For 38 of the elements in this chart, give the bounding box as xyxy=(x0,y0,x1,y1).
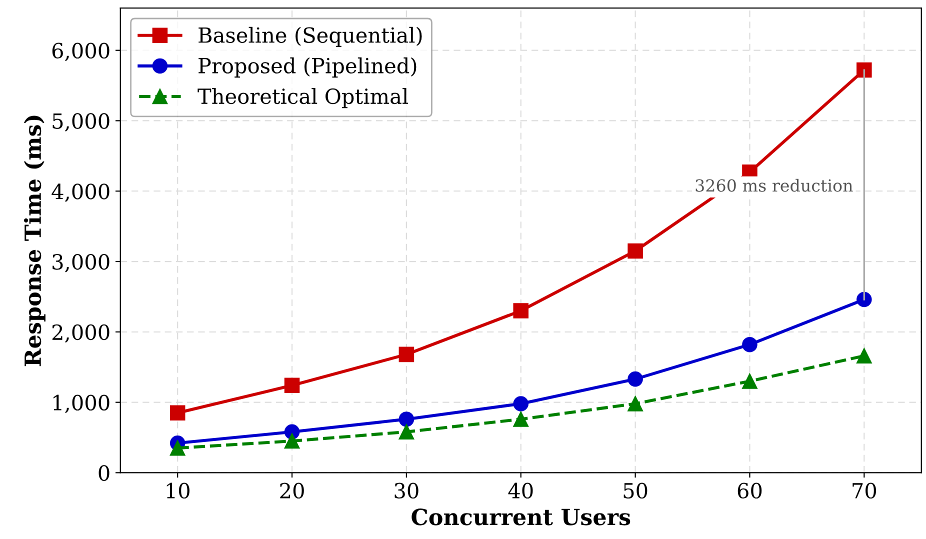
point xyxy=(284,433,300,449)
point xyxy=(628,396,643,412)
y-tick-label: 3,000 xyxy=(52,254,110,272)
point xyxy=(856,62,872,78)
point xyxy=(284,378,300,394)
y-tick-label: 2,000 xyxy=(52,324,110,343)
point xyxy=(398,424,414,440)
point xyxy=(742,336,758,352)
y-tick-label: 1,000 xyxy=(54,394,110,414)
legend-label: Proposed (Pipelined) xyxy=(198,57,416,78)
y-tick-label: 5,000 xyxy=(52,113,110,132)
point xyxy=(513,396,529,412)
point xyxy=(170,405,186,421)
point xyxy=(398,346,414,362)
x-tick-label: 60 xyxy=(738,482,762,499)
x-tick-label: 40 xyxy=(508,482,533,499)
x-tick-label: 50 xyxy=(624,482,648,499)
y-axis-title: Response Time (ms) xyxy=(24,116,46,366)
point xyxy=(170,440,186,456)
point xyxy=(628,243,643,259)
point xyxy=(628,371,643,387)
legend-label: Baseline (Sequential) xyxy=(198,26,422,47)
point xyxy=(742,374,758,389)
annotation: 3260 ms reduction xyxy=(696,178,853,192)
x-tick-label: 10 xyxy=(166,482,190,499)
x-tick-label: 70 xyxy=(852,482,876,499)
y-tick-label: 6,000 xyxy=(52,42,110,62)
y-tick-label: 0 xyxy=(98,465,110,481)
legend-label: Theoretical Optimal xyxy=(198,88,408,108)
point xyxy=(513,303,529,318)
x-tick-label: 20 xyxy=(280,482,304,499)
y-tick-label: 4,000 xyxy=(52,184,110,202)
x-axis-title: Concurrent Users xyxy=(412,508,630,526)
point xyxy=(513,412,529,427)
point xyxy=(398,412,414,427)
x-tick-label: 30 xyxy=(394,482,418,499)
point xyxy=(856,292,872,308)
point xyxy=(856,348,872,364)
